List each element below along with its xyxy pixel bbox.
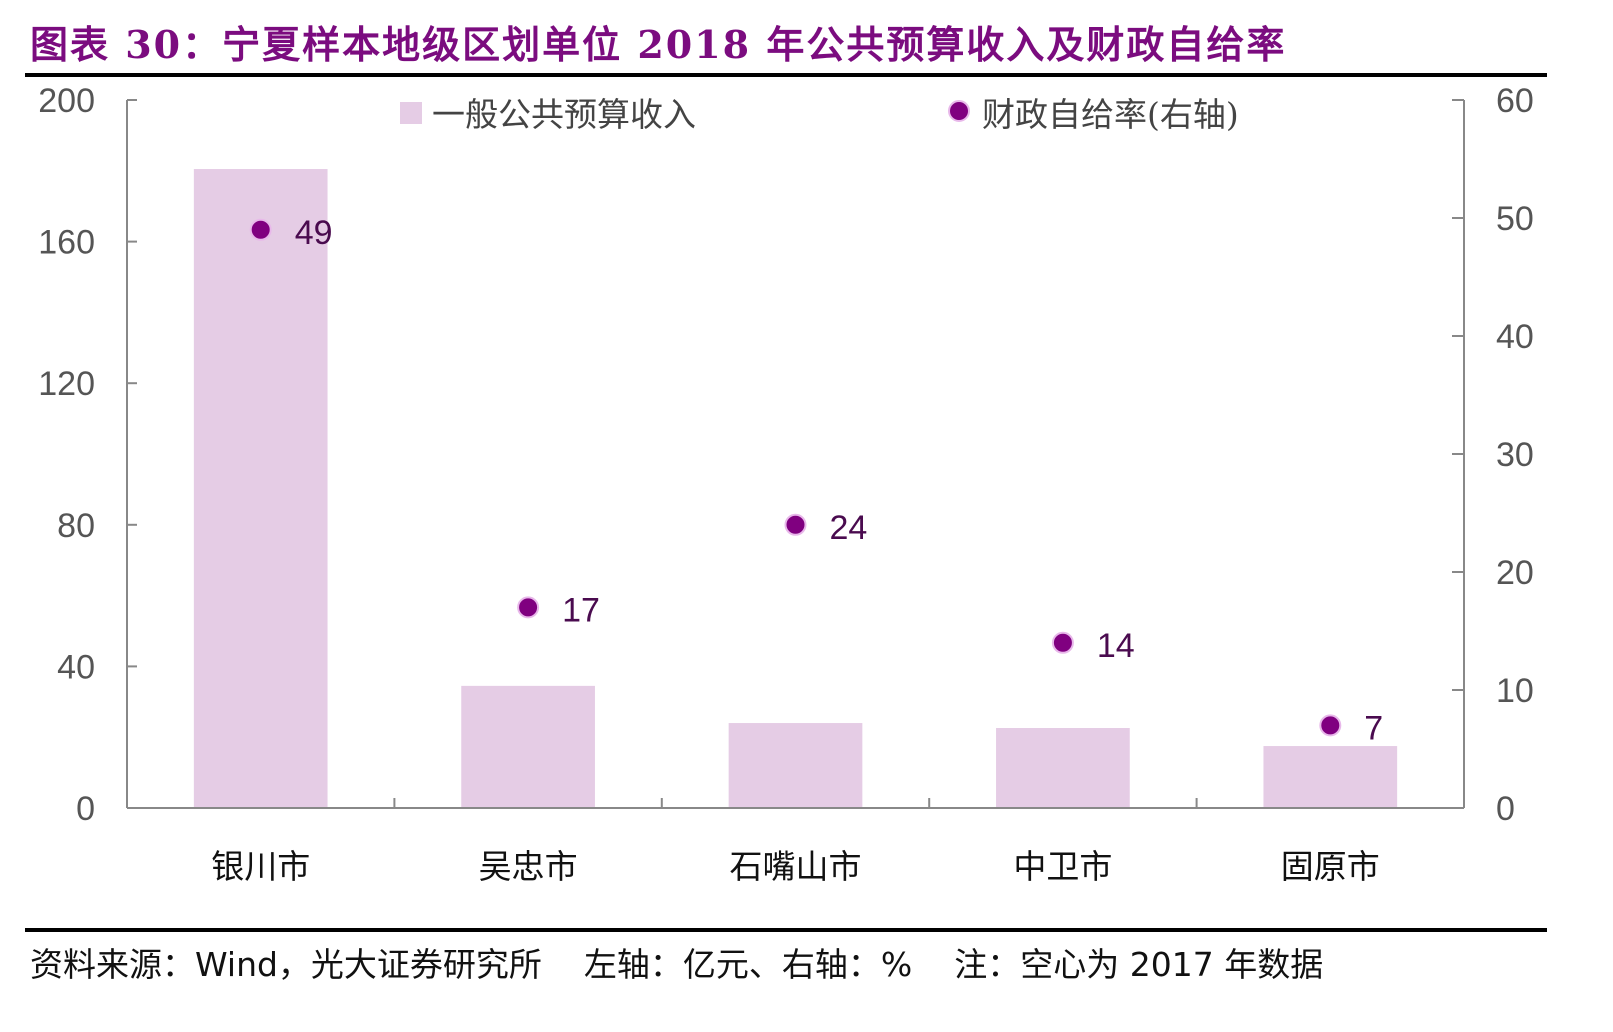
category-label: 银川市: [211, 847, 310, 886]
category-label: 石嘴山市: [730, 847, 862, 886]
axis-unit-note: 左轴：亿元、右轴：%: [583, 945, 913, 984]
right-axis-tick-label: 10: [1496, 672, 1534, 710]
rate-data-label: 7: [1364, 709, 1383, 747]
chart-title: 图表 30：宁夏样本地级区划单位 2018 年公共预算收入及财政自给率: [30, 22, 1287, 67]
category-label: 中卫市: [1013, 847, 1112, 886]
left-axis-tick-label: 160: [38, 224, 95, 262]
x-axis: 银川市 吴忠市 石嘴山市 中卫市 固原市: [127, 798, 1464, 886]
left-axis-tick-label: 0: [76, 790, 95, 828]
right-axis-tick-label: 50: [1496, 200, 1534, 238]
rate-point-2: [517, 596, 540, 619]
rate-data-label: 49: [295, 214, 333, 252]
rate-data-label: 17: [562, 591, 600, 629]
source-note: 资料来源：Wind，光大证券研究所 左轴：亿元、右轴：% 注：空心为 2017 …: [30, 938, 1323, 986]
rate-data-label: 14: [1097, 627, 1135, 665]
left-axis-tick-label: 80: [57, 507, 95, 545]
bar-1: [193, 169, 328, 808]
scatter-series: 49 17 24 14 7: [249, 214, 1383, 747]
left-axis-tick-label: 40: [57, 648, 95, 686]
bar-4: [996, 727, 1130, 808]
bar-3: [728, 723, 863, 808]
bar-5: [1263, 746, 1398, 808]
right-axis-tick-label: 20: [1496, 554, 1534, 592]
right-axis: 0 10 20 30 40 50 60: [1452, 82, 1534, 828]
right-axis-tick-label: 60: [1496, 82, 1534, 120]
left-axis-tick-label: 120: [38, 365, 95, 403]
footnote: 注：空心为 2017 年数据: [954, 945, 1324, 984]
left-axis: 0 40 80 120 160 200: [38, 82, 137, 828]
bar-2: [461, 685, 595, 808]
footer-divider: [25, 928, 1547, 932]
chart-area: 0 40 80 120 160 200 0 10 20 30 40 50 60 银川市 吴忠市 石嘴山市 中…: [38, 82, 1534, 886]
category-label: 吴忠市: [479, 847, 578, 886]
legend: 一般公共预算收入 财政自给率(右轴): [400, 95, 1239, 134]
rate-data-label: 24: [830, 509, 868, 547]
rate-point-1: [249, 218, 272, 241]
right-axis-tick-label: 40: [1496, 318, 1534, 356]
left-axis-tick-label: 200: [38, 82, 95, 120]
right-axis-tick-label: 0: [1496, 790, 1515, 828]
source-text: 资料来源：Wind，光大证券研究所: [30, 945, 542, 984]
rate-point-4: [1051, 631, 1074, 654]
legend-bar-label: 一般公共预算收入: [432, 95, 696, 134]
bar-series: [193, 169, 1398, 808]
title-divider: [25, 73, 1547, 77]
legend-dot-label: 财政自给率(右轴): [982, 95, 1239, 134]
rate-point-3: [784, 513, 807, 536]
legend-dot-swatch: [948, 100, 970, 122]
right-axis-tick-label: 30: [1496, 436, 1534, 474]
category-label: 固原市: [1281, 847, 1380, 886]
rate-point-5: [1319, 714, 1342, 737]
legend-bar-swatch: [400, 102, 422, 124]
